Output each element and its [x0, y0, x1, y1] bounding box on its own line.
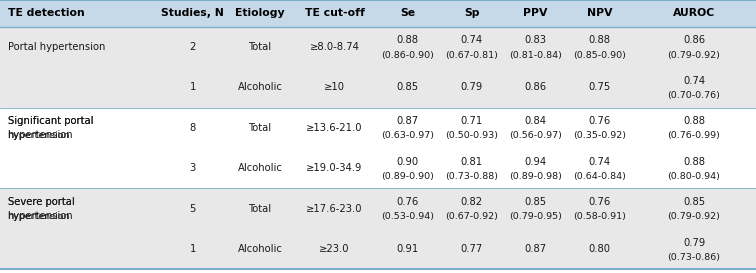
Text: Total: Total: [249, 204, 271, 213]
Text: 0.85: 0.85: [683, 197, 705, 207]
Text: Portal hypertension: Portal hypertension: [8, 42, 105, 52]
Text: hypertension: hypertension: [8, 131, 70, 140]
Text: 0.74: 0.74: [588, 157, 611, 167]
Text: (0.67-0.92): (0.67-0.92): [445, 212, 498, 221]
Text: 0.90: 0.90: [397, 157, 419, 167]
Text: (0.86-0.90): (0.86-0.90): [382, 51, 434, 60]
Text: Significant portal: Significant portal: [8, 116, 93, 126]
Text: (0.79-0.95): (0.79-0.95): [509, 212, 562, 221]
Text: (0.64-0.84): (0.64-0.84): [573, 172, 626, 181]
Text: hypertension: hypertension: [8, 212, 70, 221]
Text: 0.76: 0.76: [397, 197, 419, 207]
Text: (0.81-0.84): (0.81-0.84): [509, 51, 562, 60]
Text: hypertension: hypertension: [8, 211, 73, 221]
Text: 1: 1: [190, 244, 196, 254]
Text: (0.67-0.81): (0.67-0.81): [445, 51, 498, 60]
Text: 0.87: 0.87: [524, 244, 547, 254]
Text: 0.88: 0.88: [683, 116, 705, 126]
Text: 0.79: 0.79: [460, 82, 483, 92]
Text: 0.80: 0.80: [588, 244, 611, 254]
Text: ≥19.0-34.9: ≥19.0-34.9: [306, 163, 363, 173]
Text: 0.79: 0.79: [683, 238, 705, 248]
FancyBboxPatch shape: [0, 229, 756, 269]
Text: Se: Se: [400, 8, 416, 18]
Text: Severe portal: Severe portal: [8, 197, 74, 207]
Text: AUROC: AUROC: [673, 8, 715, 18]
Text: 0.82: 0.82: [460, 197, 483, 207]
Text: 0.86: 0.86: [524, 82, 547, 92]
Text: 0.85: 0.85: [397, 82, 419, 92]
Text: (0.50-0.93): (0.50-0.93): [445, 131, 498, 140]
Text: 0.86: 0.86: [683, 35, 705, 46]
Text: 0.85: 0.85: [524, 197, 547, 207]
Text: (0.80-0.94): (0.80-0.94): [668, 172, 720, 181]
Text: Alcoholic: Alcoholic: [237, 244, 283, 254]
Text: 0.76: 0.76: [588, 197, 611, 207]
Text: TE detection: TE detection: [8, 8, 85, 18]
Text: (0.70-0.76): (0.70-0.76): [668, 91, 720, 100]
Text: NPV: NPV: [587, 8, 612, 18]
Text: 0.71: 0.71: [460, 116, 483, 126]
Text: (0.89-0.90): (0.89-0.90): [382, 172, 434, 181]
Text: 1: 1: [190, 82, 196, 92]
Text: (0.79-0.92): (0.79-0.92): [668, 212, 720, 221]
FancyBboxPatch shape: [0, 67, 756, 108]
Text: 8: 8: [190, 123, 196, 133]
Text: (0.89-0.98): (0.89-0.98): [509, 172, 562, 181]
FancyBboxPatch shape: [0, 0, 756, 27]
Text: 2: 2: [190, 42, 196, 52]
Text: 0.88: 0.88: [683, 157, 705, 167]
Text: 0.75: 0.75: [588, 82, 611, 92]
Text: 0.91: 0.91: [397, 244, 419, 254]
Text: Significant portal: Significant portal: [8, 116, 93, 126]
Text: 5: 5: [190, 204, 196, 213]
Text: (0.56-0.97): (0.56-0.97): [509, 131, 562, 140]
FancyBboxPatch shape: [0, 188, 756, 229]
Text: (0.73-0.88): (0.73-0.88): [445, 172, 498, 181]
Text: 0.81: 0.81: [460, 157, 483, 167]
Text: Sp: Sp: [464, 8, 479, 18]
Text: Alcoholic: Alcoholic: [237, 163, 283, 173]
Text: ≥8.0-8.74: ≥8.0-8.74: [310, 42, 359, 52]
Text: 0.74: 0.74: [683, 76, 705, 86]
FancyBboxPatch shape: [0, 108, 756, 148]
Text: (0.79-0.92): (0.79-0.92): [668, 51, 720, 60]
Text: 0.88: 0.88: [588, 35, 611, 46]
Text: (0.85-0.90): (0.85-0.90): [573, 51, 626, 60]
Text: Studies, N: Studies, N: [161, 8, 225, 18]
Text: hypertension: hypertension: [8, 130, 73, 140]
Text: PPV: PPV: [523, 8, 547, 18]
Text: Severe portal: Severe portal: [8, 197, 74, 207]
Text: (0.35-0.92): (0.35-0.92): [573, 131, 626, 140]
FancyBboxPatch shape: [0, 148, 756, 188]
Text: Total: Total: [249, 42, 271, 52]
Text: TE cut-off: TE cut-off: [305, 8, 364, 18]
Text: (0.73-0.86): (0.73-0.86): [668, 253, 720, 262]
Text: 0.94: 0.94: [524, 157, 547, 167]
Text: Etiology: Etiology: [235, 8, 285, 18]
Text: 0.77: 0.77: [460, 244, 483, 254]
Text: 0.76: 0.76: [588, 116, 611, 126]
Text: 0.88: 0.88: [397, 35, 419, 46]
Text: ≥23.0: ≥23.0: [319, 244, 350, 254]
Text: (0.76-0.99): (0.76-0.99): [668, 131, 720, 140]
Text: 3: 3: [190, 163, 196, 173]
Text: 0.83: 0.83: [524, 35, 547, 46]
Text: ≥17.6-23.0: ≥17.6-23.0: [306, 204, 363, 213]
Text: (0.63-0.97): (0.63-0.97): [381, 131, 435, 140]
Text: (0.53-0.94): (0.53-0.94): [381, 212, 435, 221]
FancyBboxPatch shape: [0, 27, 756, 67]
Text: ≥10: ≥10: [324, 82, 345, 92]
Text: (0.58-0.91): (0.58-0.91): [573, 212, 626, 221]
Text: 0.74: 0.74: [460, 35, 483, 46]
Text: 0.84: 0.84: [524, 116, 547, 126]
Text: Alcoholic: Alcoholic: [237, 82, 283, 92]
Text: 0.87: 0.87: [397, 116, 419, 126]
Text: Total: Total: [249, 123, 271, 133]
Text: ≥13.6-21.0: ≥13.6-21.0: [306, 123, 363, 133]
